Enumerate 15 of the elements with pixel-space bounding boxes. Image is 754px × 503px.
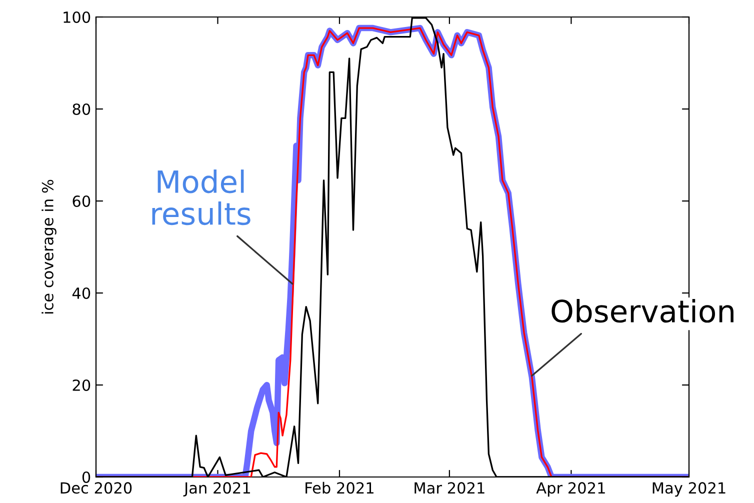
y-tick-label: 40 xyxy=(72,287,90,300)
y-tick-label: 80 xyxy=(72,103,90,116)
x-tick-label: Apr 2021 xyxy=(536,482,605,497)
y-axis-title: ice coverage in % xyxy=(42,180,56,314)
x-tick-label: Mar 2021 xyxy=(414,482,484,494)
x-tick-label: Dec 2020 xyxy=(60,482,132,494)
y-tick-label: 20 xyxy=(72,379,90,392)
x-tick-label: Jan 2021 xyxy=(183,482,250,497)
y-tick-label: 0 xyxy=(82,471,90,484)
x-tick-label: May 2021 xyxy=(652,482,726,497)
annotation: Model results xyxy=(152,170,250,226)
y-tick-label: 60 xyxy=(72,195,90,208)
y-tick-label: 100 xyxy=(64,11,90,24)
x-tick-label: Feb 2021 xyxy=(306,482,374,494)
annotation: Observation xyxy=(552,299,734,323)
